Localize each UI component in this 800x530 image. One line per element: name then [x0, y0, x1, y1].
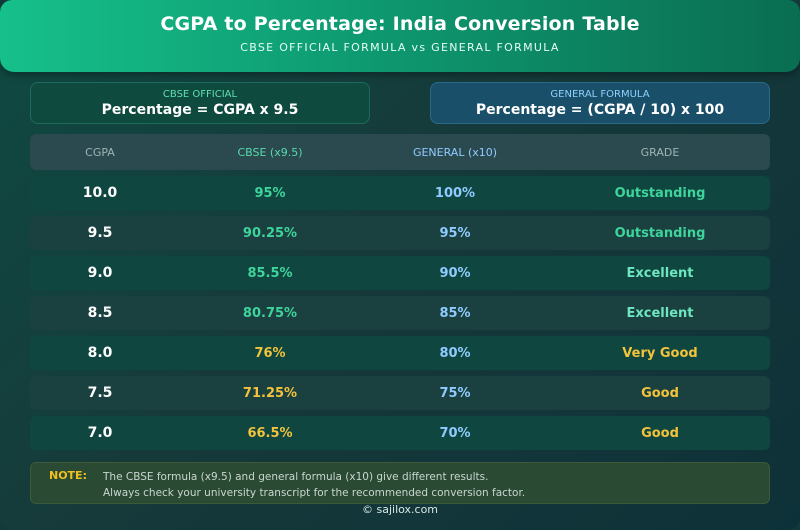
note-line-2: Always check your university transcript … — [103, 487, 526, 499]
grade-cell: Outstanding — [614, 185, 706, 201]
cgpa-cell: 7.5 — [87, 385, 113, 401]
cgpa-cell: 9.5 — [87, 225, 113, 241]
grade-cell: Good — [641, 385, 679, 401]
general-formula-equation: Percentage = (CGPA / 10) x 100 — [475, 102, 725, 118]
general-cell: 90% — [439, 265, 471, 281]
table-row: 7.5 71.25% 75% Good — [30, 376, 770, 410]
cgpa-cell: 9.0 — [87, 265, 113, 281]
note-label: NOTE: — [49, 469, 87, 482]
cgpa-cell: 7.0 — [87, 425, 113, 441]
note-line-1: The CBSE formula (x9.5) and general form… — [103, 471, 489, 483]
footer-credit: © sajilox.com — [361, 503, 439, 516]
cbse-cell: 80.75% — [242, 305, 298, 321]
table-row: 7.0 66.5% 70% Good — [30, 416, 770, 450]
note-text: The CBSE formula (x9.5) and general form… — [103, 469, 525, 501]
cbse-cell: 95% — [254, 185, 286, 201]
general-cell: 85% — [439, 305, 471, 321]
cbse-cell: 71.25% — [242, 385, 298, 401]
page-title: CGPA to Percentage: India Conversion Tab… — [160, 13, 640, 35]
cbse-cell: 85.5% — [247, 265, 293, 281]
cbse-formula-box: CBSE OFFICIAL Percentage = CGPA x 9.5 — [30, 82, 370, 124]
grade-cell: Excellent — [626, 265, 694, 281]
grade-cell: Excellent — [626, 305, 694, 321]
cgpa-cell: 8.5 — [87, 305, 113, 321]
header-general: GENERAL (x10) — [412, 145, 498, 159]
cbse-cell: 90.25% — [242, 225, 298, 241]
table-row: 8.0 76% 80% Very Good — [30, 336, 770, 370]
table-row: 9.5 90.25% 95% Outstanding — [30, 216, 770, 250]
note-box: NOTE: The CBSE formula (x9.5) and genera… — [30, 462, 770, 504]
cbse-cell: 76% — [254, 345, 286, 361]
header-banner: CGPA to Percentage: India Conversion Tab… — [0, 0, 800, 72]
table-row: 8.5 80.75% 85% Excellent — [30, 296, 770, 330]
general-formula-label: GENERAL FORMULA — [550, 89, 650, 100]
grade-cell: Outstanding — [614, 225, 706, 241]
table-header-row: CGPA CBSE (x9.5) GENERAL (x10) GRADE — [30, 134, 770, 170]
cbse-formula-label: CBSE OFFICIAL — [162, 89, 238, 100]
cbse-cell: 66.5% — [247, 425, 293, 441]
page-subtitle: CBSE OFFICIAL FORMULA vs GENERAL FORMULA — [240, 41, 560, 54]
header-grade: GRADE — [640, 145, 680, 159]
general-cell: 95% — [439, 225, 471, 241]
general-cell: 100% — [434, 185, 476, 201]
header-cgpa: CGPA — [85, 145, 115, 159]
general-cell: 75% — [439, 385, 471, 401]
table-row: 9.0 85.5% 90% Excellent — [30, 256, 770, 290]
general-cell: 80% — [439, 345, 471, 361]
cgpa-cell: 10.0 — [82, 185, 118, 201]
table-row: 10.0 95% 100% Outstanding — [30, 176, 770, 210]
cbse-formula-equation: Percentage = CGPA x 9.5 — [101, 102, 299, 118]
cgpa-cell: 8.0 — [87, 345, 113, 361]
general-formula-box: GENERAL FORMULA Percentage = (CGPA / 10)… — [430, 82, 770, 124]
grade-cell: Good — [641, 425, 679, 441]
grade-cell: Very Good — [622, 345, 698, 361]
general-cell: 70% — [439, 425, 471, 441]
header-cbse: CBSE (x9.5) — [237, 145, 303, 159]
